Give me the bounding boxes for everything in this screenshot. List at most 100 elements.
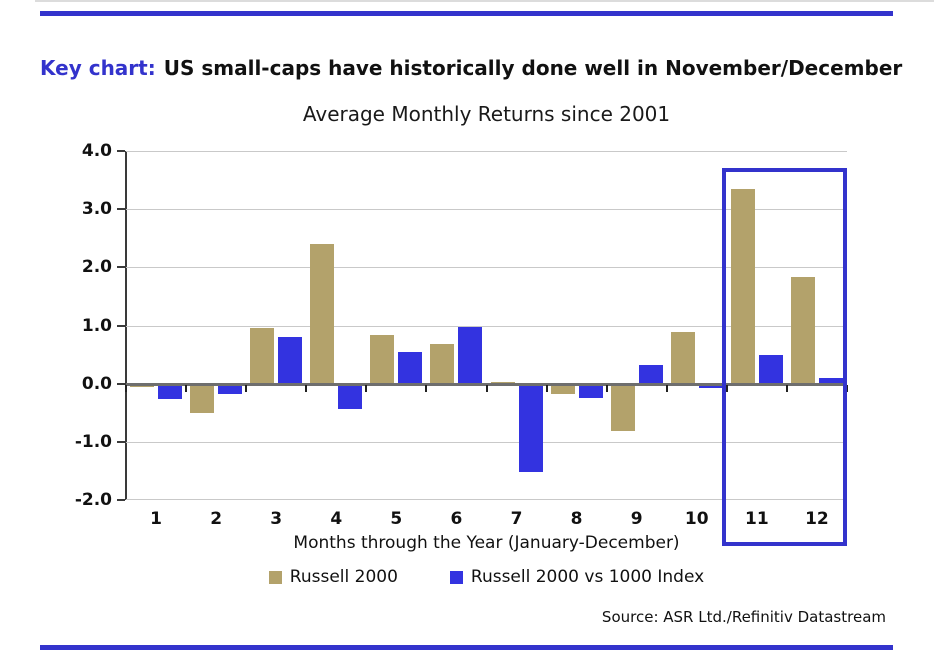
bar-russell-2000-month-5 xyxy=(370,335,395,384)
highlight-box-nov-dec xyxy=(722,168,847,546)
bar-russell-2000-month-3 xyxy=(250,328,275,384)
legend-item-russell-2000-vs-1000-index: Russell 2000 vs 1000 Index xyxy=(449,567,705,587)
top-blue-rule xyxy=(40,11,893,16)
bar-russell-2000-month-8 xyxy=(550,383,575,394)
bar-group-month-8 xyxy=(547,151,607,500)
bar-group-month-7 xyxy=(486,151,546,500)
y-axis-label-0.0: 0.0 xyxy=(81,373,112,394)
y-axis-tick-2.0 xyxy=(117,266,125,269)
bar-russell-2000-month-9 xyxy=(610,383,635,432)
month-label-8: 8 xyxy=(570,509,583,529)
x-axis-title: Months through the Year (January-Decembe… xyxy=(293,533,680,553)
bar-russell-2000-vs-1000-index-month-9 xyxy=(638,365,663,384)
bar-russell-2000-vs-1000-index-month-2 xyxy=(218,383,243,395)
y-axis-label-2.0: 2.0 xyxy=(81,257,112,278)
legend-label-russell-2000-vs-1000-index: Russell 2000 vs 1000 Index xyxy=(470,567,705,587)
bar-russell-2000-vs-1000-index-month-4 xyxy=(338,383,363,409)
bar-group-month-9 xyxy=(607,151,667,500)
bar-group-month-2 xyxy=(186,151,246,500)
month-label-9: 9 xyxy=(630,509,643,529)
zero-axis-line xyxy=(126,382,847,386)
bar-group-month-10 xyxy=(667,151,727,500)
y-axis-tick-0.0 xyxy=(117,382,125,385)
y-axis-label--1.0: -1.0 xyxy=(74,431,112,452)
y-axis-tick--1.0 xyxy=(117,440,125,443)
gridline-y-2.0 xyxy=(126,267,847,269)
bar-group-month-11 xyxy=(727,151,787,500)
y-axis-tick-3.0 xyxy=(117,208,125,211)
bottom-blue-rule xyxy=(40,645,893,650)
month-label-1: 1 xyxy=(150,509,162,529)
legend-swatch-russell-2000 xyxy=(268,570,282,584)
month-label-5: 5 xyxy=(390,509,403,529)
x-axis-tick-10 xyxy=(725,384,728,392)
key-chart-label: Key chart: xyxy=(40,56,156,80)
x-axis-tick-1 xyxy=(185,384,188,392)
bar-group-month-4 xyxy=(306,151,366,500)
x-axis-tick-12 xyxy=(846,384,848,392)
bar-russell-2000-month-10 xyxy=(670,332,695,384)
page-top-hairline xyxy=(35,0,934,2)
bar-group-month-3 xyxy=(246,151,306,500)
y-axis-label-1.0: 1.0 xyxy=(81,315,112,336)
bar-russell-2000-vs-1000-index-month-3 xyxy=(278,337,303,384)
month-label-7: 7 xyxy=(510,509,523,529)
y-axis-label-4.0: 4.0 xyxy=(81,141,112,161)
bar-group-month-6 xyxy=(426,151,486,500)
y-axis-tick--2.0 xyxy=(117,499,125,501)
x-axis-tick-6 xyxy=(485,384,488,392)
month-label-12: 12 xyxy=(805,509,829,529)
legend-item-russell-2000: Russell 2000 xyxy=(268,567,398,587)
bar-group-month-5 xyxy=(366,151,426,500)
x-axis-tick-3 xyxy=(305,384,308,392)
month-label-6: 6 xyxy=(450,509,463,529)
month-label-3: 3 xyxy=(270,509,283,529)
bar-groups xyxy=(126,151,847,500)
gridline-y-1.0 xyxy=(126,325,847,327)
bar-russell-2000-month-2 xyxy=(190,383,215,413)
bar-russell-2000-vs-1000-index-month-6 xyxy=(458,326,483,384)
x-axis-tick-labels: 1 2 3 4 5 6 7 8 9 10 11 12 xyxy=(126,509,847,529)
header-title-text: US small-caps have historically done wel… xyxy=(163,56,903,80)
legend-label-russell-2000: Russell 2000 xyxy=(289,567,398,587)
chart-title: Average Monthly Returns since 2001 xyxy=(302,102,671,126)
bar-russell-2000-vs-1000-index-month-12 xyxy=(818,378,843,384)
key-chart-header: Key chart: US small-caps have historicall… xyxy=(40,55,903,81)
bar-russell-2000-vs-1000-index-month-10 xyxy=(698,383,723,389)
gridline-y--2.0 xyxy=(126,499,847,500)
y-axis-tick-4.0 xyxy=(117,150,125,152)
bar-russell-2000-month-6 xyxy=(430,344,455,384)
x-axis-tick-4 xyxy=(365,384,368,392)
y-axis-tick-1.0 xyxy=(117,324,125,327)
x-axis-tick-9 xyxy=(665,384,668,392)
month-label-11: 11 xyxy=(744,509,769,529)
x-axis-tick-8 xyxy=(605,384,608,392)
source-credit: Source: ASR Ltd./Refinitiv Datastream xyxy=(601,608,886,626)
legend-swatch-russell-2000-vs-1000-index xyxy=(449,570,463,584)
y-axis-label--2.0: -2.0 xyxy=(74,490,112,510)
bar-russell-2000-vs-1000-index-month-5 xyxy=(398,352,423,384)
bar-russell-2000-vs-1000-index-month-7 xyxy=(518,383,543,473)
month-label-4: 4 xyxy=(330,509,343,529)
plot-area xyxy=(117,150,848,501)
bar-russell-2000-vs-1000-index-month-1 xyxy=(158,383,183,400)
x-axis-tick-2 xyxy=(245,384,248,392)
x-axis-tick-5 xyxy=(425,384,428,392)
x-axis-tick-11 xyxy=(785,384,788,392)
bar-russell-2000-vs-1000-index-month-8 xyxy=(578,383,603,399)
gridline-y--1.0 xyxy=(126,441,847,443)
chart-legend: Russell 2000 Russell 2000 vs 1000 Index xyxy=(126,567,847,587)
month-label-10: 10 xyxy=(684,509,709,529)
gridline-y-4.0 xyxy=(126,151,847,152)
gridline-y-3.0 xyxy=(126,209,847,211)
bar-russell-2000-month-4 xyxy=(310,244,335,384)
bar-russell-2000-vs-1000-index-month-11 xyxy=(758,354,783,384)
month-label-2: 2 xyxy=(210,509,223,529)
y-axis-label-3.0: 3.0 xyxy=(81,199,112,220)
bar-russell-2000-month-12 xyxy=(790,277,815,384)
x-axis-tick-7 xyxy=(545,384,548,392)
bar-russell-2000-month-11 xyxy=(730,188,755,384)
bar-group-month-12 xyxy=(787,151,847,500)
x-axis-tick-0 xyxy=(125,384,127,392)
